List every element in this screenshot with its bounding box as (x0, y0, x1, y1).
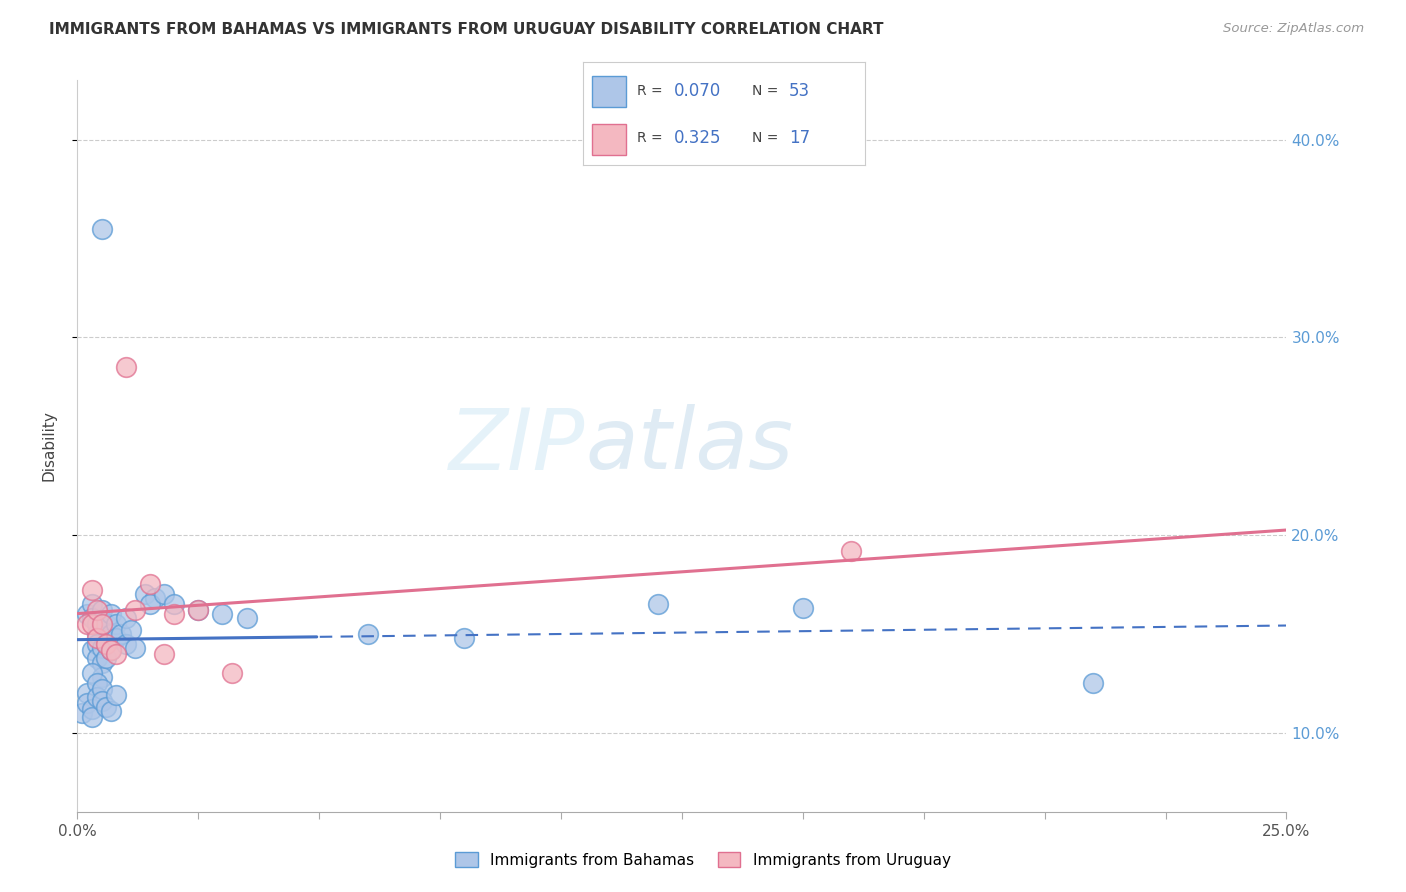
Point (80, 611, 103, 625)
Text: N =: N = (752, 84, 783, 98)
Point (139, 597, 162, 611)
Point (163, 597, 186, 611)
Point (105, 616, 128, 631)
Point (221, 666, 243, 681)
Point (124, 603, 146, 617)
Point (100, 627, 122, 641)
Text: 0.070: 0.070 (673, 82, 721, 100)
Text: 53: 53 (789, 82, 810, 100)
Point (86, 631, 108, 645)
Point (80, 616, 103, 631)
Point (211, 607, 233, 621)
Point (153, 587, 176, 601)
Point (100, 642, 122, 657)
Point (76, 616, 98, 631)
Point (76, 607, 98, 621)
Point (153, 647, 176, 661)
Point (96, 650, 118, 665)
Point (120, 623, 142, 637)
Point (114, 611, 136, 625)
Point (100, 642, 122, 657)
Point (86, 637, 108, 651)
Point (90, 221, 112, 235)
Point (80, 597, 103, 611)
Point (90, 682, 112, 697)
Point (187, 603, 209, 617)
Point (90, 613, 112, 627)
Legend: Immigrants from Bahamas, Immigrants from Uruguay: Immigrants from Bahamas, Immigrants from… (447, 844, 959, 875)
Point (76, 696, 98, 710)
Point (80, 583, 103, 598)
Point (143, 591, 166, 606)
Text: 17: 17 (789, 129, 810, 147)
Text: ZIP: ZIP (449, 404, 585, 488)
Point (76, 686, 98, 700)
Point (80, 642, 103, 657)
Point (114, 359, 136, 374)
Point (90, 640, 112, 655)
Text: N =: N = (752, 131, 783, 145)
Point (356, 627, 378, 641)
Point (86, 650, 108, 665)
Point (647, 597, 669, 611)
Point (86, 690, 108, 704)
Y-axis label: Disability: Disability (42, 410, 56, 482)
Point (105, 647, 128, 661)
Point (80, 666, 103, 681)
Point (86, 627, 108, 641)
FancyBboxPatch shape (592, 76, 626, 106)
Point (96, 616, 118, 631)
Text: 0.325: 0.325 (673, 129, 721, 147)
FancyBboxPatch shape (592, 124, 626, 155)
Point (105, 631, 128, 645)
Point (100, 607, 122, 621)
Point (114, 637, 136, 651)
Point (139, 577, 162, 591)
Point (90, 694, 112, 708)
Point (70, 706, 93, 720)
Point (90, 670, 112, 684)
Point (105, 688, 128, 702)
Point (96, 637, 118, 651)
Point (792, 601, 814, 615)
Text: R =: R = (637, 131, 666, 145)
Point (124, 640, 146, 655)
Point (90, 657, 112, 671)
Point (163, 607, 186, 621)
Text: IMMIGRANTS FROM BAHAMAS VS IMMIGRANTS FROM URUGUAY DISABILITY CORRELATION CHART: IMMIGRANTS FROM BAHAMAS VS IMMIGRANTS FR… (49, 22, 884, 37)
Point (80, 702, 103, 716)
Point (96, 637, 118, 651)
Point (90, 616, 112, 631)
Point (1081, 676, 1104, 690)
Point (86, 676, 108, 690)
Point (100, 704, 122, 718)
Point (96, 700, 118, 714)
Text: R =: R = (637, 84, 666, 98)
Point (86, 603, 108, 617)
Point (86, 616, 108, 631)
Point (453, 631, 475, 645)
Point (187, 603, 209, 617)
Point (110, 627, 132, 641)
Point (80, 710, 103, 724)
Point (235, 611, 257, 625)
Point (90, 603, 112, 617)
Point (839, 543, 862, 558)
Point (134, 587, 156, 601)
Text: atlas: atlas (585, 404, 793, 488)
Text: Source: ZipAtlas.com: Source: ZipAtlas.com (1223, 22, 1364, 36)
